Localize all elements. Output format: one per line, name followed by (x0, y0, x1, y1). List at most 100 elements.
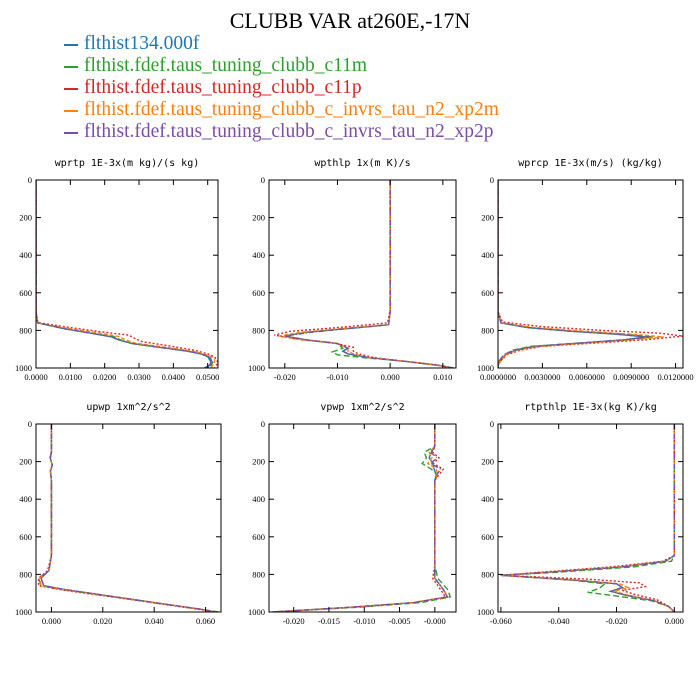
ytick-label-4-3: 600 (252, 532, 265, 542)
series-line-4-3 (272, 424, 449, 612)
legend-label-3: flthist.fdef.taus_tuning_clubb_c_invrs_t… (84, 99, 499, 120)
ytick-label-3-0: 0 (28, 419, 32, 429)
legend-label-0: flthist134.000f (84, 33, 200, 54)
xtick-label-3-3: 0.060 (196, 616, 215, 626)
legend-item-2: flthist.fdef.taus_tuning_clubb_c11p (64, 77, 499, 99)
ytick-label-0-5: 1000 (15, 363, 32, 373)
ytick-label-2-3: 600 (481, 288, 494, 298)
ytick-label-5-2: 400 (481, 494, 494, 504)
xtick-label-2-0: 0.0000000 (480, 372, 516, 382)
ytick-label-0-0: 0 (28, 175, 32, 185)
xtick-label-4-1: -0.015 (318, 616, 340, 626)
series-line-3-4 (40, 424, 216, 612)
legend-item-1: flthist.fdef.taus_tuning_clubb_c11m (64, 55, 499, 77)
series-line-0-4 (36, 180, 213, 368)
xtick-label-0-5: 0.0500 (196, 372, 219, 382)
ytick-label-1-0: 0 (261, 175, 265, 185)
ytick-label-0-3: 600 (19, 288, 32, 298)
ytick-label-5-3: 600 (481, 532, 494, 542)
series-line-2-4 (498, 180, 650, 368)
ytick-label-0-4: 800 (19, 325, 32, 335)
ytick-label-2-2: 400 (481, 250, 494, 260)
xtick-label-4-3: -0.005 (389, 616, 411, 626)
series-line-2-3 (498, 180, 664, 368)
legend-label-4: flthist.fdef.taus_tuning_clubb_c_invrs_t… (84, 121, 494, 142)
series-line-5-2 (500, 424, 676, 612)
series-line-3-0 (40, 424, 216, 612)
ytick-label-2-5: 1000 (477, 363, 494, 373)
ytick-label-5-4: 800 (481, 569, 494, 579)
xtick-label-3-1: 0.020 (93, 616, 112, 626)
ytick-label-2-4: 800 (481, 325, 494, 335)
xtick-label-2-1: 0.0030000 (524, 372, 560, 382)
series-line-3-3 (39, 424, 216, 612)
xtick-label-0-2: 0.0200 (93, 372, 116, 382)
xtick-label-1-0: -0.020 (274, 372, 296, 382)
series-line-4-4 (272, 424, 449, 612)
series-line-5-3 (500, 424, 676, 612)
figure-title: CLUBB VAR at260E,-17N (229, 8, 471, 33)
series-line-4-0 (272, 424, 449, 612)
xtick-label-5-3: 0.000 (665, 616, 684, 626)
ytick-label-2-1: 200 (481, 213, 494, 223)
xtick-label-4-0: -0.020 (283, 616, 305, 626)
panel-3: upwp 1xm^2/s^2 0 200 400 600 800 1000 0.000 0.02… (15, 402, 222, 626)
ytick-label-4-1: 200 (252, 457, 265, 467)
plot-frame-3 (35, 423, 222, 613)
legend-swatch-0 (64, 43, 78, 46)
xtick-label-1-1: -0.010 (326, 372, 348, 382)
legend-item-3: flthist.fdef.taus_tuning_clubb_c_invrs_t… (64, 99, 499, 121)
ytick-label-1-3: 600 (252, 288, 265, 298)
ytick-label-3-3: 600 (19, 532, 32, 542)
panel-title-3: upwp 1xm^2/s^2 (86, 402, 170, 413)
series-line-4-2 (272, 424, 447, 612)
legend-label-2: flthist.fdef.taus_tuning_clubb_c11p (84, 77, 362, 98)
ytick-label-3-1: 200 (19, 457, 32, 467)
panel-title-4: vpwp 1xm^2/s^2 (320, 402, 404, 413)
panel-title-0: wprtp 1E-3x(m kg)/(s kg) (55, 158, 200, 169)
series-line-0-0 (36, 180, 212, 368)
xtick-label-0-1: 0.0100 (59, 372, 82, 382)
panel-title-2: wprcp 1E-3x(m/s) (kg/kg) (518, 158, 663, 169)
ytick-label-3-5: 1000 (15, 607, 32, 617)
xtick-label-5-1: -0.040 (548, 616, 570, 626)
ytick-label-5-0: 0 (490, 419, 494, 429)
legend: flthist134.000f flthist.fdef.taus_tuning… (64, 33, 499, 143)
xtick-label-2-2: 0.0060000 (569, 372, 605, 382)
plot-frame-4 (268, 423, 457, 613)
ytick-label-3-4: 800 (19, 569, 32, 579)
legend-item-0: flthist134.000f (64, 33, 499, 55)
ytick-label-4-0: 0 (261, 419, 265, 429)
series-line-5-0 (500, 424, 676, 612)
panel-4: vpwp 1xm^2/s^2 0 200 400 600 800 1000 -0.020 -0.… (248, 402, 457, 626)
series-line-1-4 (284, 180, 454, 368)
series-line-3-2 (37, 424, 216, 612)
xtick-label-0-0: 0.0000 (24, 372, 47, 382)
ytick-label-4-4: 800 (252, 569, 265, 579)
ytick-label-2-0: 0 (490, 175, 494, 185)
xtick-label-3-2: 0.040 (145, 616, 164, 626)
xtick-label-5-0: -0.060 (490, 616, 512, 626)
series-line-5-1 (500, 424, 676, 612)
ytick-label-4-2: 400 (252, 494, 265, 504)
ytick-label-5-5: 1000 (477, 607, 494, 617)
xtick-label-2-4: 0.0120000 (658, 372, 694, 382)
legend-item-4: flthist.fdef.taus_tuning_clubb_c_invrs_t… (64, 121, 499, 143)
xtick-label-3-0: 0.000 (42, 616, 61, 626)
series-line-0-3 (36, 180, 216, 368)
xtick-label-4-4: -0.000 (424, 616, 446, 626)
plot-frame-0 (35, 179, 219, 369)
xtick-label-0-3: 0.0300 (127, 372, 150, 382)
ytick-label-1-4: 800 (252, 325, 265, 335)
ytick-label-1-2: 400 (252, 250, 265, 260)
series-line-2-1 (498, 180, 654, 368)
ytick-label-1-1: 200 (252, 213, 265, 223)
xtick-label-1-2: 0.000 (381, 372, 400, 382)
panel-5: rtpthlp 1E-3x(kg K)/kg02004006008001000-… (477, 402, 684, 626)
xtick-label-2-3: 0.0090000 (613, 372, 649, 382)
ytick-label-0-2: 400 (19, 250, 32, 260)
series-line-4-1 (272, 424, 452, 612)
panel-0: wprtp 1E-3x(m kg)/(s kg) 0 200 400 600 800 100… (15, 158, 219, 382)
series-line-5-4 (500, 424, 676, 612)
